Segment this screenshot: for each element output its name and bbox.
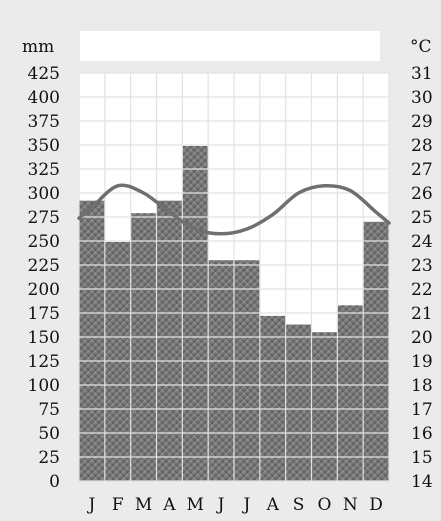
right-tick-label: 21 bbox=[411, 304, 433, 324]
left-tick-label: 275 bbox=[28, 208, 60, 228]
left-tick-label: 100 bbox=[28, 376, 60, 396]
right-tick-label: 27 bbox=[411, 160, 433, 180]
month-label: A bbox=[162, 495, 176, 515]
month-label: J bbox=[87, 495, 96, 515]
temperature-line bbox=[77, 183, 391, 236]
right-tick-label: 18 bbox=[411, 376, 433, 396]
precipitation-bar bbox=[156, 200, 183, 481]
month-label: M bbox=[187, 495, 204, 515]
right-axis-unit: °C bbox=[410, 37, 432, 57]
precipitation-bar bbox=[259, 315, 286, 481]
right-tick-label: 17 bbox=[411, 400, 433, 420]
right-tick-label: 23 bbox=[411, 256, 433, 276]
left-tick-label: 425 bbox=[28, 64, 60, 84]
month-label: J bbox=[242, 495, 251, 515]
right-tick-label: 30 bbox=[411, 88, 433, 108]
left-tick-label: 200 bbox=[28, 280, 60, 300]
precipitation-bar bbox=[208, 260, 234, 481]
left-tick-label: 50 bbox=[38, 424, 60, 444]
right-axis-ticks: 14 15 16 17 18 19 20 21 22 23 24 25 26 27 28 29 30 31 bbox=[411, 64, 433, 492]
precipitation-bar bbox=[363, 221, 389, 482]
left-axis-ticks: 0 25 50 75 100 125 150 175 200 225 250 275 300 325 350… bbox=[28, 64, 60, 492]
month-label: M bbox=[135, 495, 152, 515]
left-tick-label: 150 bbox=[28, 328, 60, 348]
left-tick-label: 400 bbox=[28, 88, 60, 108]
left-tick-label: 175 bbox=[28, 304, 60, 324]
month-label: A bbox=[266, 495, 280, 515]
left-tick-label: 75 bbox=[38, 400, 60, 420]
precipitation-bars bbox=[79, 145, 389, 482]
right-tick-label: 26 bbox=[411, 184, 433, 204]
precipitation-bar bbox=[285, 324, 312, 481]
right-tick-label: 25 bbox=[411, 208, 433, 228]
left-tick-label: 0 bbox=[49, 472, 60, 492]
precipitation-bar bbox=[337, 305, 364, 481]
left-tick-label: 225 bbox=[28, 256, 60, 276]
left-tick-label: 375 bbox=[28, 112, 60, 132]
right-tick-label: 28 bbox=[411, 136, 433, 156]
right-tick-label: 15 bbox=[411, 448, 433, 468]
grid-lines bbox=[78, 72, 390, 482]
temperature-line-group bbox=[77, 183, 391, 236]
left-tick-label: 250 bbox=[28, 232, 60, 252]
right-tick-label: 16 bbox=[411, 424, 433, 444]
right-tick-label: 19 bbox=[411, 352, 433, 372]
left-axis-unit: mm bbox=[22, 37, 54, 57]
right-tick-label: 20 bbox=[411, 328, 433, 348]
month-label: F bbox=[112, 495, 124, 515]
month-label: D bbox=[369, 495, 383, 515]
left-tick-label: 325 bbox=[28, 160, 60, 180]
left-tick-label: 300 bbox=[28, 184, 60, 204]
month-label: S bbox=[293, 495, 305, 515]
right-tick-label: 29 bbox=[411, 112, 433, 132]
month-label: J bbox=[216, 495, 225, 515]
month-label: N bbox=[343, 495, 358, 515]
month-label: O bbox=[317, 495, 331, 515]
title-box bbox=[80, 31, 380, 61]
precipitation-bar bbox=[79, 200, 105, 481]
left-tick-label: 350 bbox=[28, 136, 60, 156]
precipitation-bar bbox=[311, 332, 338, 481]
right-tick-label: 14 bbox=[411, 472, 433, 492]
precipitation-bar bbox=[234, 260, 260, 481]
left-tick-label: 125 bbox=[28, 352, 60, 372]
right-tick-label: 22 bbox=[411, 280, 433, 300]
right-tick-label: 31 bbox=[411, 64, 433, 84]
left-tick-label: 25 bbox=[38, 448, 60, 468]
precipitation-bar bbox=[130, 213, 157, 481]
right-tick-label: 24 bbox=[411, 232, 433, 252]
